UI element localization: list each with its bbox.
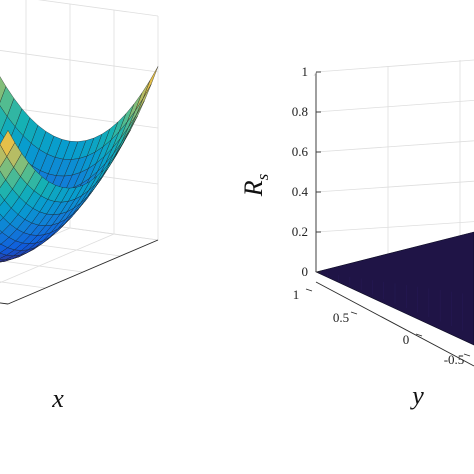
y-tick-label: -0.5 [444,352,465,367]
z-tick-label: 0.2 [292,224,308,239]
left-surface-plot: -0.500.5 x [0,0,159,413]
surface-patch [135,80,151,111]
y-tick-mark [305,288,313,292]
left-x-axis-label: x [51,384,64,413]
right-z-axis-label: Rs [239,173,272,197]
y-tick-mark [415,333,423,337]
zlabel-main: R [239,180,268,197]
z-tick-label: 1 [302,64,309,79]
z-tick-label: 0 [302,264,309,279]
z-tick-label: 0.4 [292,184,309,199]
right-z-ticks: 0 0.2 0.4 0.6 0.8 1 [292,64,321,279]
right-axes-grid [313,59,474,367]
right-y-axis-label: y [409,381,424,410]
left-surface [0,66,159,263]
y-tick-mark [463,353,471,357]
z-tick-label: 0.8 [292,104,308,119]
right-surface-plot: 0 0.2 0.4 0.6 0.8 1 1 0.5 0 -0.5 Rs y [239,59,474,410]
y-tick-mark [350,311,358,315]
y-tick-label: 1 [293,287,300,302]
surface-patch [0,130,16,157]
right-surface [315,231,474,346]
z-tick-label: 0.6 [292,144,309,159]
zlabel-subscript: s [253,173,272,180]
y-tick-label: 0.5 [333,310,349,325]
right-y-ticks: 1 0.5 0 -0.5 [293,287,471,367]
y-tick-label: 0 [403,332,410,347]
